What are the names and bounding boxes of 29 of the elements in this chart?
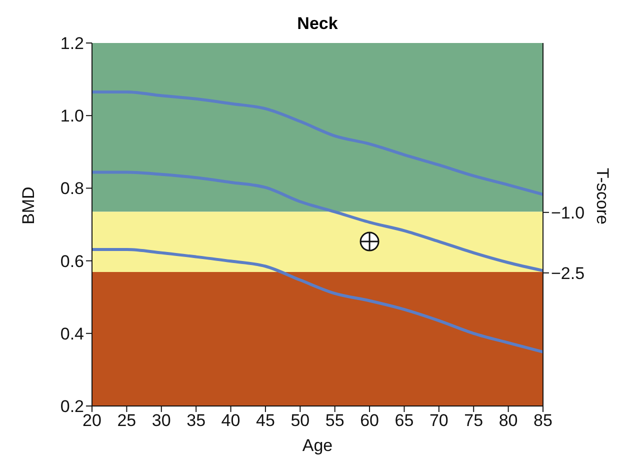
- x-tick-label: 65: [394, 411, 414, 430]
- y2-axis-title: T-score: [592, 168, 612, 224]
- y-tick-label: 0.6: [60, 252, 84, 271]
- line-series: [92, 248, 543, 354]
- x-tick-label: 85: [534, 411, 552, 430]
- x-tick-label: 20: [82, 411, 102, 430]
- x-tick-label: 50: [290, 411, 310, 430]
- line-series: [92, 90, 543, 196]
- x-tick-label: 25: [117, 411, 136, 430]
- y-tick-label: 0.8: [60, 179, 84, 198]
- y-tick-label: 0.2: [60, 397, 84, 416]
- x-tick-label: 35: [186, 411, 206, 430]
- chart-title: Neck: [296, 14, 339, 34]
- x-tick-label: 30: [152, 411, 171, 430]
- y-tick-label: 0.4: [60, 324, 84, 344]
- x-tick-label: 40: [221, 411, 240, 430]
- line-series: [92, 170, 543, 272]
- x-tick-label: 60: [360, 411, 379, 430]
- x-tick-label: 45: [256, 411, 275, 430]
- x-tick-label: 55: [325, 411, 344, 430]
- y2-tick-label: −2.5: [551, 264, 585, 283]
- y-axis-title: BMD: [19, 186, 38, 224]
- x-tick-label: 80: [498, 411, 518, 430]
- x-tick-label: 70: [429, 411, 448, 430]
- y2-tick-label: −1.0: [551, 203, 585, 222]
- x-axis-title: Age: [302, 436, 333, 455]
- x-tick-label: 75: [464, 411, 484, 430]
- y-tick-label: 1.0: [60, 106, 84, 126]
- y-tick-label: 1.2: [60, 34, 84, 54]
